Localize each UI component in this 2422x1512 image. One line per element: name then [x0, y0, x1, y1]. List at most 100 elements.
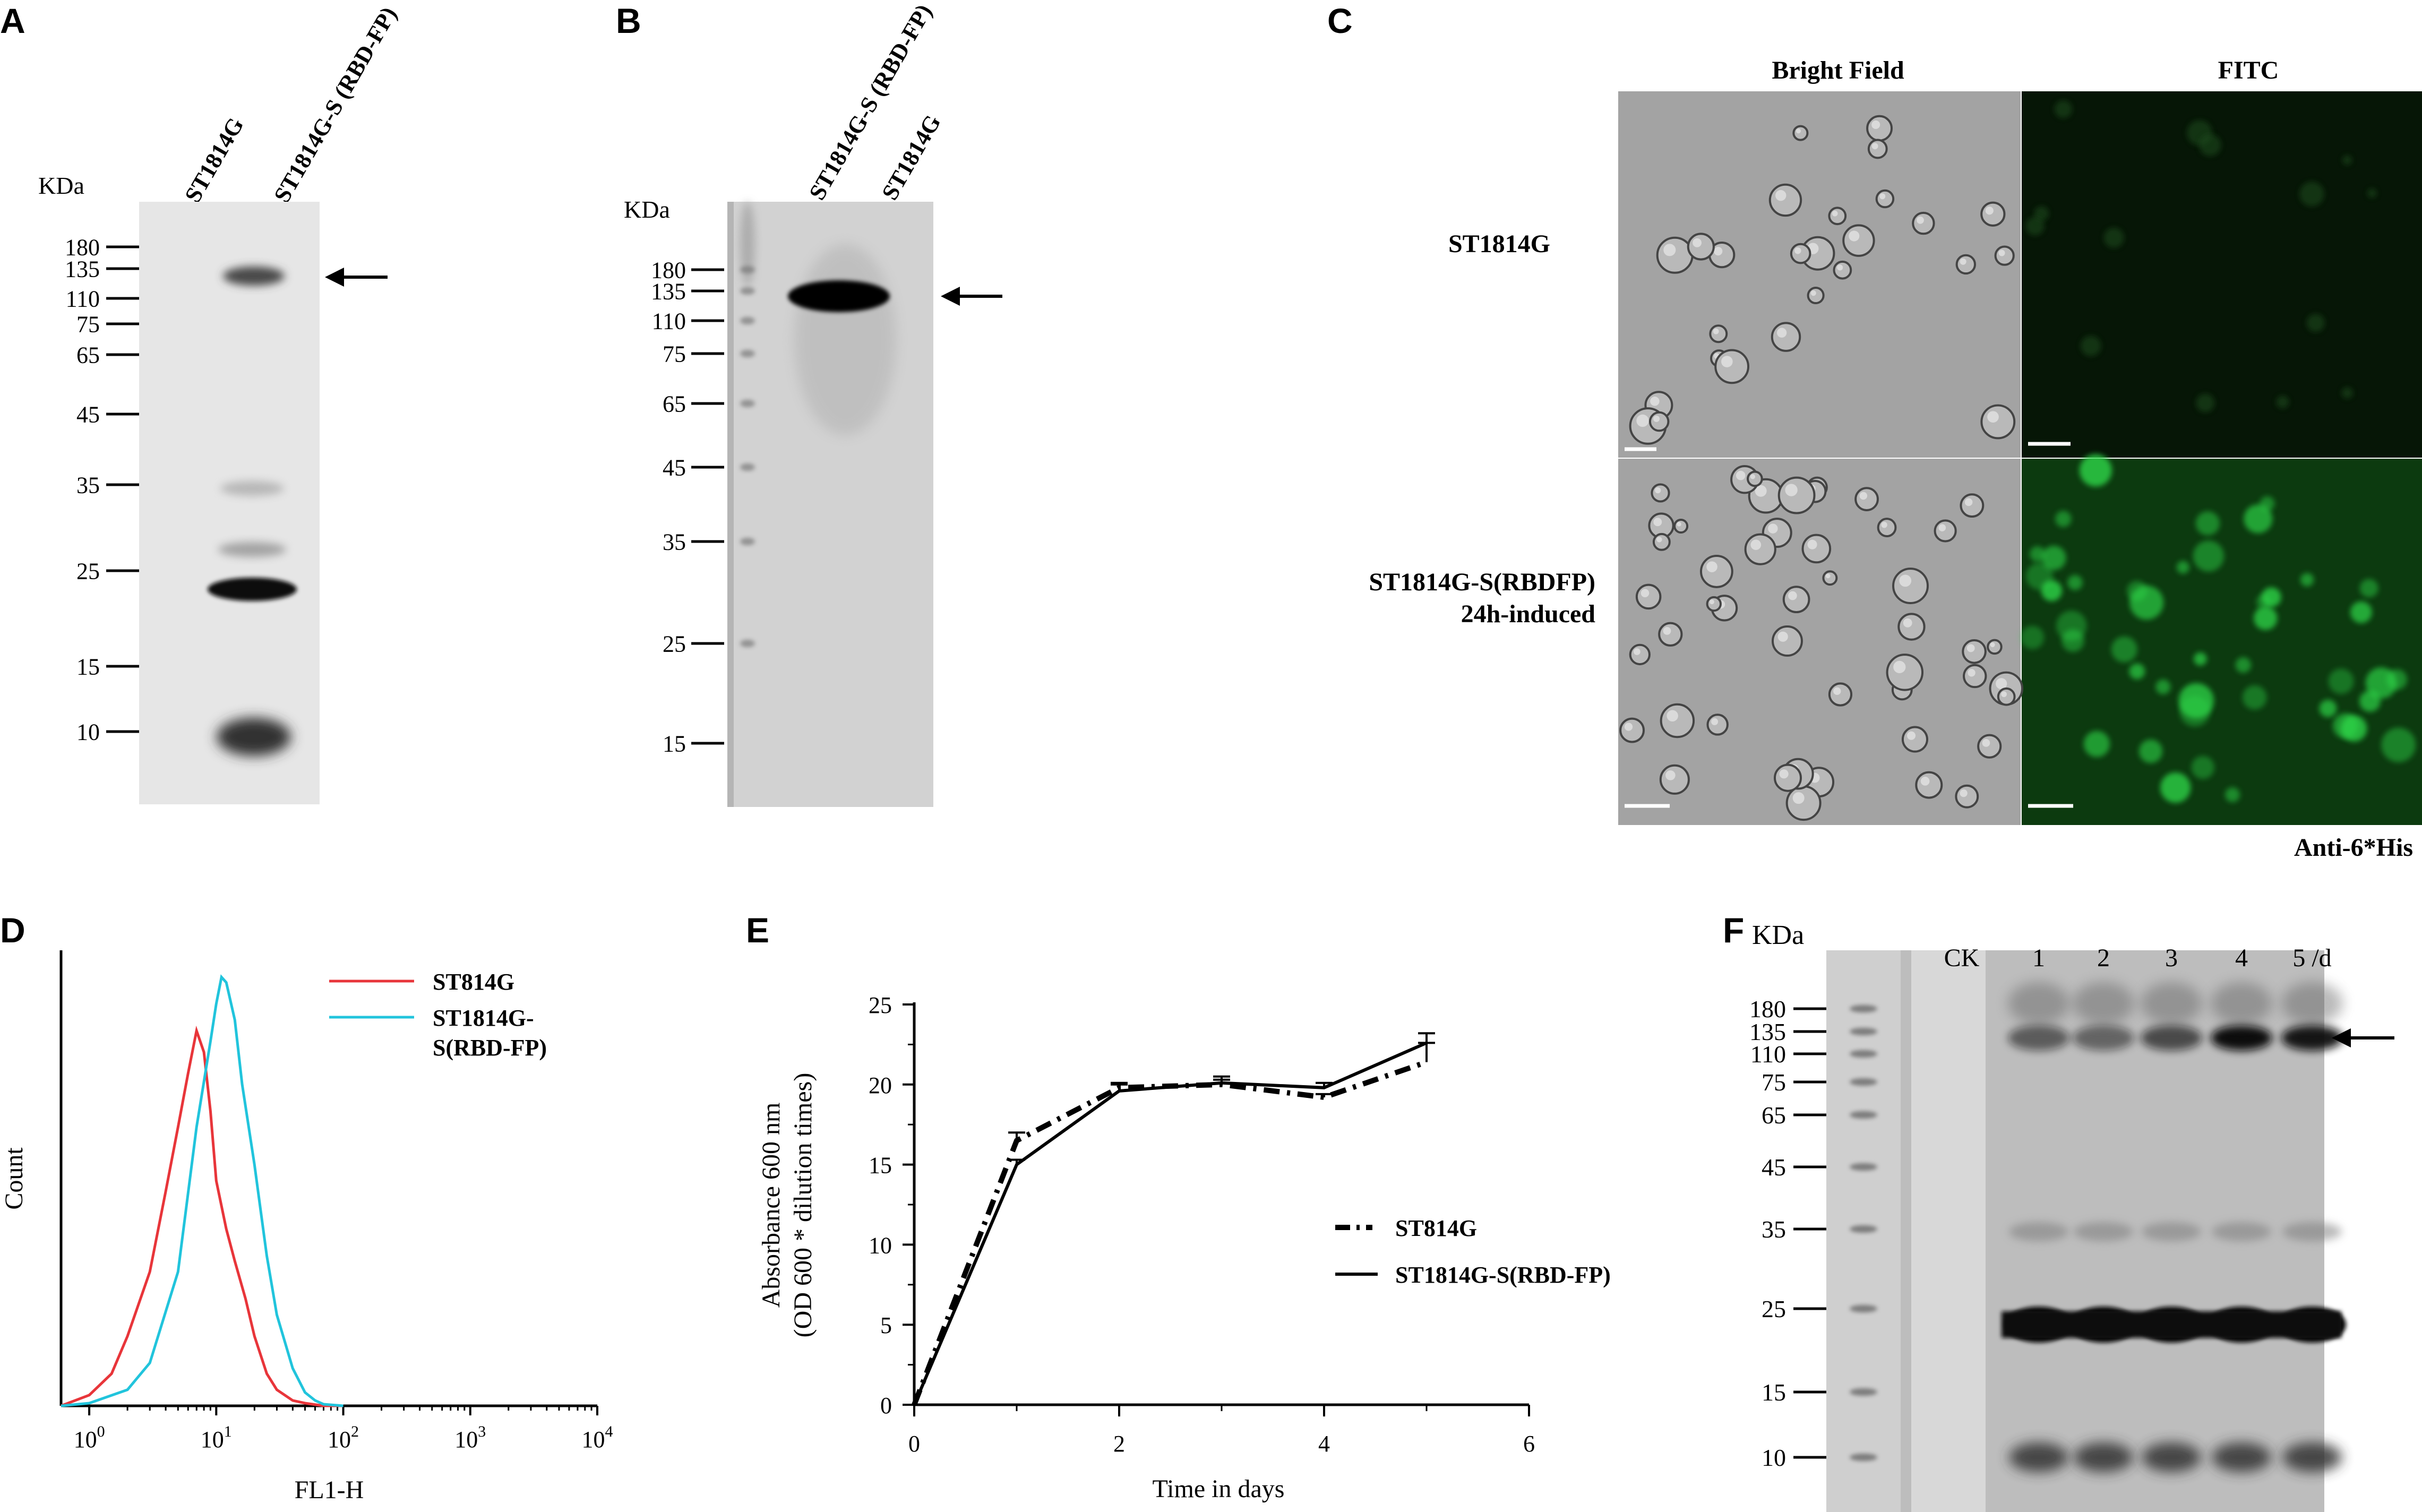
fluorescent-cell	[2328, 668, 2354, 694]
yeast-cell	[1790, 243, 1811, 264]
panel-e: E 0 5 10 15 20 25 0 2 4 6 Time in days Absorbance 6…	[746, 910, 1611, 1503]
blot-a-band-target	[223, 267, 285, 286]
fluorescent-cell	[2341, 387, 2353, 399]
fluorescent-cell	[2029, 546, 2046, 562]
fluorescent-cell	[2196, 393, 2215, 413]
marker-label: 45	[76, 401, 100, 427]
yeast-cell	[1629, 643, 1651, 666]
row-label-induced-line2: 24h-induced	[1461, 600, 1596, 628]
blot-f-band-10kda	[2212, 1442, 2271, 1472]
yeast-cell	[1886, 654, 1924, 691]
blot-a-arrow	[325, 268, 388, 287]
yeast-cell	[1792, 125, 1809, 141]
marker-label: 10	[76, 719, 100, 745]
column-label-bright-field: Bright Field	[1772, 56, 1904, 84]
x-tick-label: 2	[1113, 1431, 1125, 1457]
y-tick-label: 15	[869, 1153, 892, 1179]
panel-label-b: B	[616, 1, 641, 40]
marker-label: 135	[651, 278, 686, 304]
marker-label: 75	[1762, 1069, 1786, 1096]
yeast-cell	[1962, 639, 1987, 664]
fluorescent-cell	[2081, 336, 2101, 356]
marker-label: 15	[1762, 1379, 1786, 1406]
fluorescent-cell	[2225, 787, 2240, 802]
yeast-cell	[1854, 487, 1879, 512]
fluorescent-cell	[2381, 727, 2416, 762]
blot-f-band-target	[2141, 1025, 2202, 1051]
x-tick-label: 103	[454, 1423, 486, 1453]
yeast-cell	[1619, 717, 1645, 743]
blot-f-lane-label: 2	[2097, 944, 2110, 972]
y-axis-label-units: (OD 600 * dilution times)	[789, 1073, 817, 1338]
marker-label: 45	[1762, 1154, 1786, 1181]
marker-label: 75	[663, 341, 686, 367]
fluorescent-cell	[2299, 182, 2324, 207]
blot-a-band-10kda	[217, 718, 291, 756]
yeast-cell	[1828, 207, 1847, 226]
yeast-cell	[1897, 613, 1926, 641]
yeast-cell	[1955, 784, 1979, 809]
blot-b-band-target	[788, 280, 890, 312]
yeast-cell	[1987, 639, 2003, 655]
y-axis-label: Count	[0, 1147, 28, 1210]
legend-label: ST814G	[1395, 1215, 1477, 1241]
x-tick-label: 100	[74, 1423, 105, 1453]
marker-label: 25	[663, 631, 686, 657]
yeast-cell	[1828, 682, 1853, 707]
panel-c: C Bright Field FITC ST1814G ST1814G-S(RB…	[1327, 1, 2422, 862]
fluorescent-cell	[2199, 134, 2221, 156]
fluorescent-cell	[2138, 739, 2163, 763]
fluorescent-cell	[2193, 540, 2225, 572]
fluorescent-cell	[2191, 755, 2214, 779]
row-label-induced-line1: ST1814G-S(RBDFP)	[1369, 568, 1595, 596]
yeast-cell	[1980, 404, 2016, 440]
flow-cytometry-histogram: 100 101 102 103 104 FL1-H Count ST814G ST1814G-S…	[0, 950, 613, 1504]
yeast-cell	[1771, 322, 1801, 352]
legend-label: ST1814G-S(RBD-FP)	[433, 1005, 547, 1061]
image-bright-field-control	[1618, 91, 2021, 458]
yeast-cell	[1994, 245, 2015, 266]
marker-label: 180	[65, 234, 100, 260]
yeast-cell	[1673, 518, 1689, 534]
blot-a-lane-label-1: ST1814G	[179, 113, 248, 207]
blot-b-lane-label-2: ST1814G	[877, 110, 946, 204]
fluorescent-cell	[2244, 504, 2273, 534]
marker-label: 110	[652, 308, 686, 334]
fluorescent-cell	[2341, 715, 2367, 742]
yeast-cell	[1867, 139, 1888, 159]
blot-f-lane-label: 3	[2165, 944, 2178, 972]
antibody-label: Anti-6*His	[2294, 834, 2413, 862]
legend-label: ST1814G-S(RBD-FP)	[1395, 1262, 1611, 1288]
image-fitc-induced	[2022, 459, 2422, 825]
y-tick-label: 25	[869, 992, 892, 1018]
growth-series-2	[913, 1041, 1428, 1406]
panel-label-d: D	[0, 910, 25, 950]
fluorescent-cell	[2155, 679, 2171, 694]
panel-label-e: E	[746, 910, 769, 950]
blot-a-membrane	[139, 202, 320, 804]
yeast-cell	[1659, 764, 1690, 795]
fluorescent-cell	[2350, 601, 2372, 623]
fluorescent-cell	[2254, 606, 2278, 630]
blot-f-lane-label: 1	[2032, 944, 2045, 972]
fluorescent-cell	[2067, 575, 2083, 590]
fluorescent-cell	[2367, 188, 2377, 198]
blot-b-lane-label-1: ST1814G-S (RBD-FP)	[804, 0, 937, 204]
marker-label: 15	[76, 654, 100, 680]
blot-f-band-target	[2281, 1025, 2343, 1051]
fluorescent-cell	[2194, 652, 2207, 666]
yeast-cell	[1807, 286, 1825, 305]
yeast-cell	[1768, 183, 1802, 217]
blot-b-arrow	[941, 287, 1002, 306]
yeast-cell	[1658, 622, 1683, 647]
blot-f-band-10kda	[2142, 1442, 2201, 1472]
fluorescent-cell	[2041, 545, 2066, 570]
marker-label: 135	[1749, 1018, 1786, 1045]
blot-a-band-25kda	[208, 578, 297, 601]
yeast-cell	[1980, 201, 2006, 227]
yeast-cell	[1651, 483, 1670, 503]
fluorescent-cell	[2319, 700, 2337, 717]
